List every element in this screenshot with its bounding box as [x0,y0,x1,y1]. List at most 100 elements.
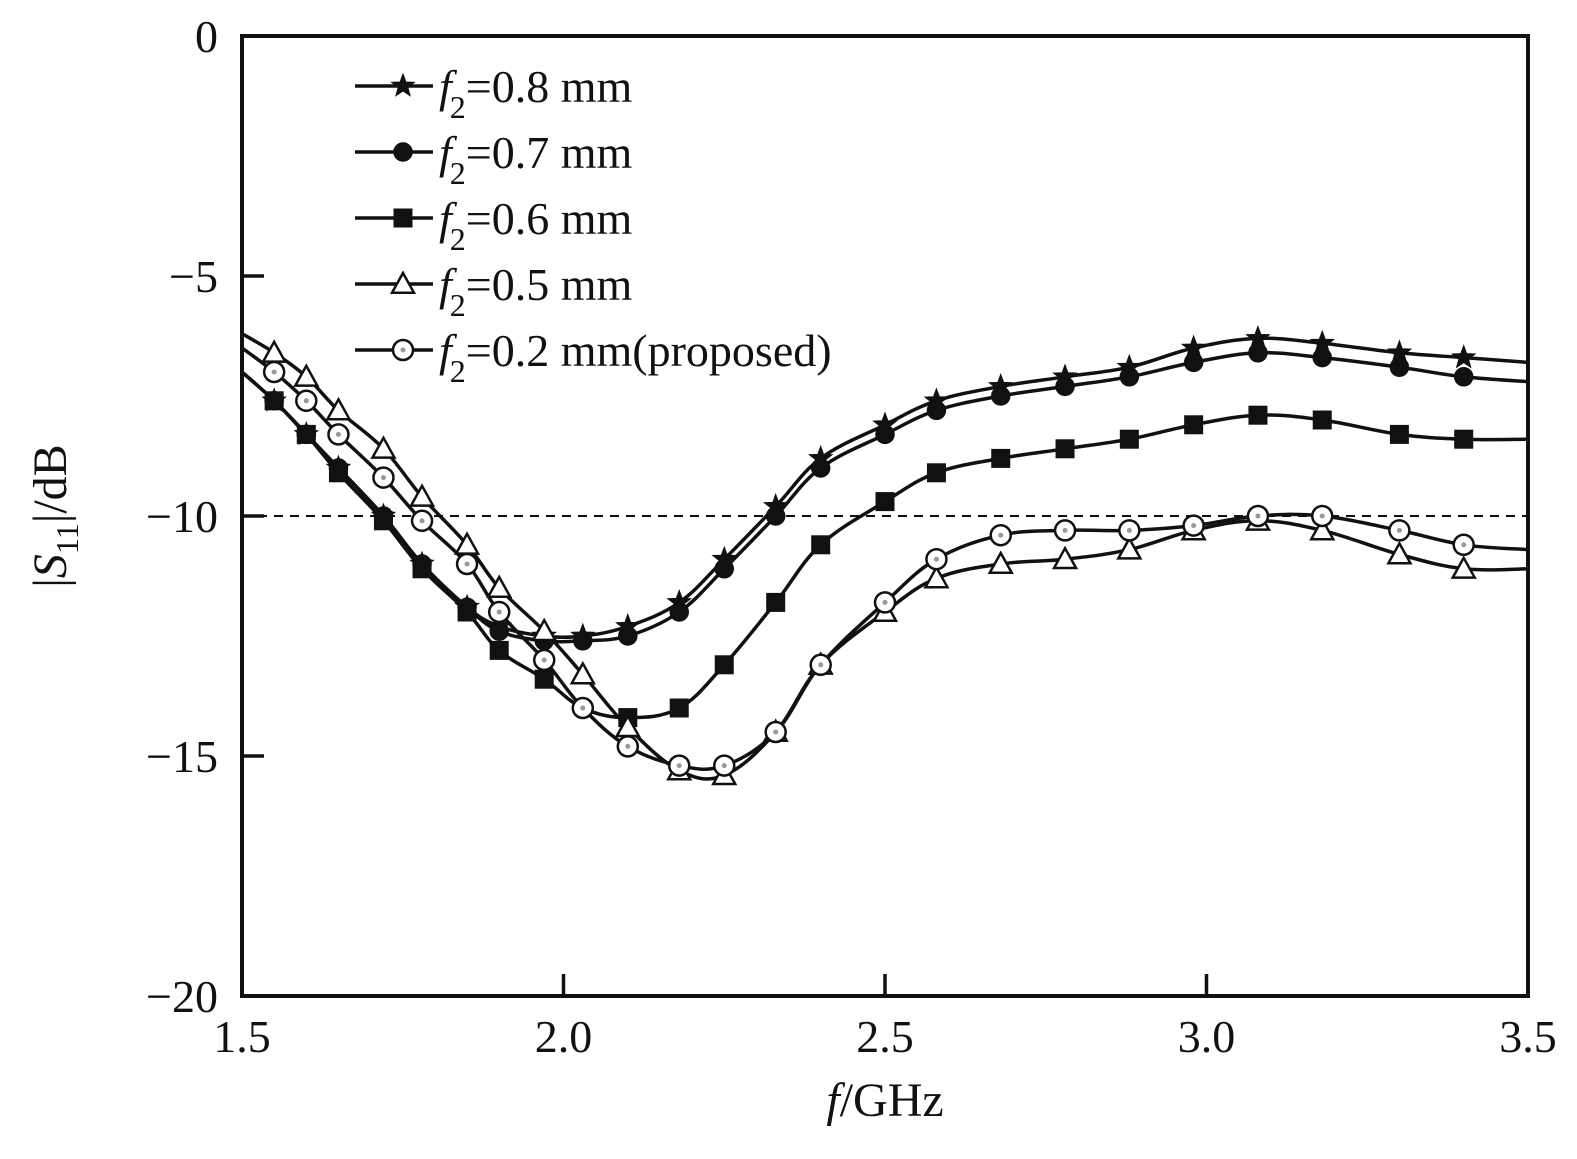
data-point [766,592,786,612]
data-point [1386,540,1413,565]
legend-marker [393,142,413,162]
series-line [242,332,1528,781]
x-tick-label: 1.5 [213,1011,271,1062]
series-layer [242,324,1528,786]
data-point [1051,545,1079,570]
data-point [1310,504,1334,528]
legend-label: f2=0.6 mm [439,193,633,257]
data-point [987,550,1014,575]
data-point [1184,415,1204,435]
y-tick-label: −15 [146,731,218,782]
legend-entry: f2=0.7 mm [355,127,633,191]
legend-marker [391,338,415,362]
legend-entry: f2=0.5 mm [355,259,633,323]
data-point [412,559,432,579]
legend-marker [393,208,413,228]
data-point [532,648,556,672]
data-point [667,754,691,777]
data-point [534,669,554,689]
data-point [618,626,638,646]
data-point [1118,519,1141,542]
series-line [242,346,1528,771]
data-point [811,535,831,555]
data-point [1312,347,1332,368]
data-point [714,559,734,579]
data-point [991,448,1011,468]
data-point [923,564,950,589]
data-point [573,631,593,651]
data-point [809,653,832,677]
data-point [1183,352,1204,373]
data-point [765,506,786,526]
legend-marker [390,72,416,97]
data-point [925,547,948,571]
data-point [1182,514,1205,537]
data-point [1388,519,1411,542]
x-tick-label: 2.5 [856,1011,914,1062]
data-point [669,602,689,622]
data-point [1453,367,1474,387]
data-point [1450,555,1477,579]
data-point [713,754,736,777]
axes-layer: 1.5 2.0 2.5 3.0 3.5 0 −5 −10 −15 −20 f/GHz |S11|/dB [24,11,1557,1127]
y-axis-label: |S11|/dB [24,444,85,587]
legend-entry: f2=0.8 mm [355,61,633,125]
data-point [1312,410,1332,430]
data-point [373,511,393,531]
data-point [810,458,831,478]
data-point [873,591,897,614]
data-point [1055,439,1075,459]
data-point [616,735,640,758]
legend-entry: f2=0.6 mm [355,193,633,257]
data-point [1389,424,1409,444]
legend-label: f2=0.8 mm [439,61,633,125]
y-tick-label: −5 [169,251,218,302]
data-point [327,423,350,446]
data-point [669,698,689,718]
data-point [486,574,513,599]
data-point [1454,429,1474,449]
data-point [1055,376,1075,397]
data-point [489,640,509,660]
data-point [1309,516,1336,541]
data-point [1389,357,1410,377]
x-axis-label: f/GHz [826,1074,943,1127]
data-point [714,655,734,675]
data-point [989,523,1012,547]
data-point [489,621,509,641]
data-point [372,466,395,489]
x-tick-label: 3.5 [1499,1011,1557,1062]
data-point [764,720,787,744]
data-point [1119,429,1139,449]
data-point [1119,367,1140,387]
x-tick-label: 3.0 [1178,1011,1236,1062]
data-point [1053,519,1077,542]
data-point [926,400,947,421]
x-tick-label: 2.0 [535,1011,593,1062]
data-point [990,386,1011,406]
data-point [1450,344,1477,369]
data-point [325,396,352,421]
data-point [264,391,284,411]
data-point [875,492,895,512]
data-point [487,600,511,624]
data-point [455,552,479,576]
y-tick-label: 0 [195,11,218,62]
legend-entry: f2=0.2 mm(proposed) [355,325,832,389]
legend-label: f2=0.7 mm [439,127,633,191]
data-point [410,509,434,533]
y-tick-label: −10 [146,491,218,542]
data-point [875,424,895,445]
data-point [1452,533,1475,557]
legend-label: f2=0.2 mm(proposed) [439,325,832,389]
data-point [531,617,558,642]
data-point [328,463,348,483]
data-point [1248,343,1268,363]
legend-marker [389,270,417,295]
data-point [569,660,596,685]
data-point [293,363,320,387]
series-3 [242,370,1528,728]
data-point [295,389,318,413]
